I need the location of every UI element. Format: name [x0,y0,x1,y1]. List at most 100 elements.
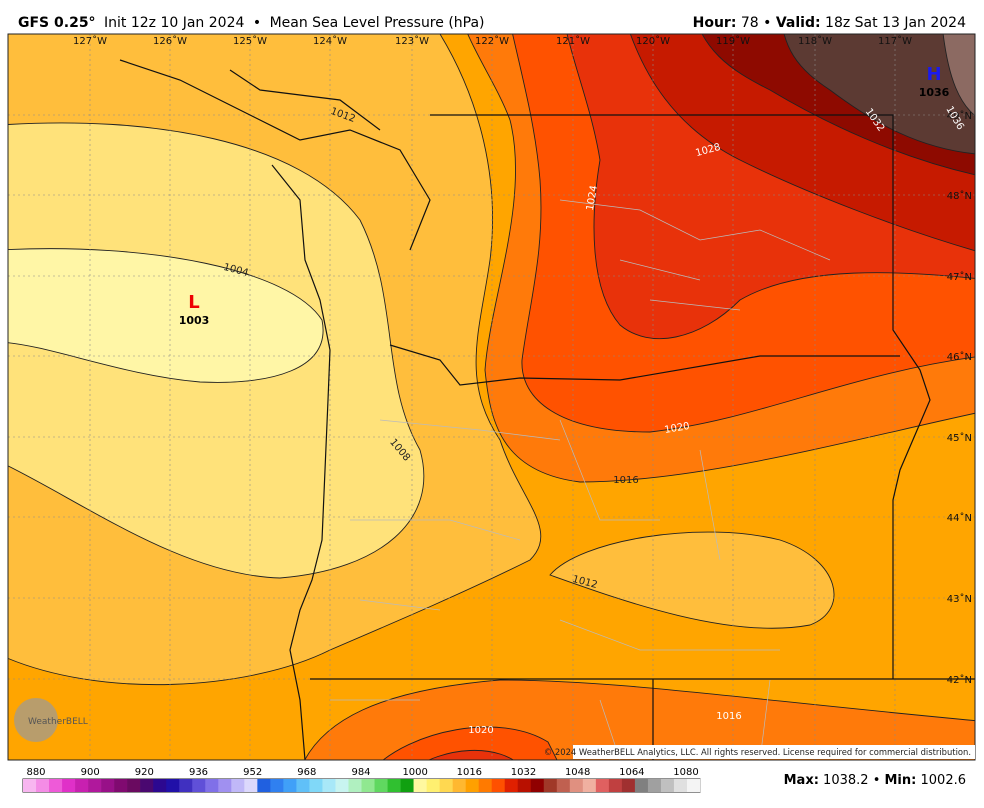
colorbar-swatch [49,779,63,792]
contour-label: 1016 [613,475,638,486]
colorbar-swatch [309,779,323,792]
separator: • [253,15,261,31]
colorbar-swatch [114,779,128,792]
oval-1012 [549,531,835,629]
colorbar-swatch [634,779,649,792]
model: GFS 0.25° [18,15,96,31]
colorbar-swatch [257,779,271,792]
colorbar-swatch [387,779,401,792]
lat-label: 44˚N [947,512,972,524]
colorbar-swatch [296,779,310,792]
colorbar-swatch [192,779,206,792]
contour-label: 1016 [716,711,741,722]
counties [330,199,831,760]
contour-label: 1020 [468,725,493,736]
colorbar-swatch [36,779,50,792]
colorbar-swatch [283,779,297,792]
colorbar-swatch [569,779,584,792]
copyright: © 2024 WeatherBELL Analytics, LLC. All r… [544,747,971,757]
band-1040 [942,34,975,117]
colorbar-swatch [153,779,167,792]
colorbar-swatch [582,779,597,792]
colorbar-swatch [270,779,284,792]
lon-label: 121˚W [556,35,590,47]
hour-label: Hour: [693,15,737,31]
colorbar-swatch [504,779,519,792]
lat-label: 46˚N [947,351,972,363]
logo: WeatherBELL [28,717,88,727]
colorbar-swatch [75,779,89,792]
colorbar-swatch [517,779,532,792]
low-symbol: L [188,292,199,313]
colorbar-swatch [179,779,193,792]
map-frame [7,33,976,761]
lon-label: 117˚W [878,35,912,47]
colorbar-swatch [322,779,336,792]
contour-label: 1024 [585,185,600,212]
lat-label: 45˚N [947,432,972,444]
colorbar-swatch [400,779,414,792]
lon-label: 127˚W [73,35,107,47]
lon-label: 118˚W [798,35,832,47]
colorbar-label: 1064 [619,767,644,778]
lon-label: 122˚W [475,35,509,47]
colorbar-swatch [101,779,115,792]
colorbar-label: 1080 [673,767,698,778]
colorbar-swatch [361,779,375,792]
colorbar-swatch [335,779,349,792]
lat-label: 49˚N [947,110,972,122]
colorbar-swatch [478,779,492,792]
band-1036 [783,34,975,155]
south-1020 [382,726,558,760]
lon-label: 119˚W [716,35,750,47]
colorbar-swatch [491,779,506,792]
header-left: GFS 0.25° Init 12z 10 Jan 2024 • Mean Se… [18,15,485,31]
high-symbol: H [926,64,941,85]
colorbar-swatch [127,779,141,792]
colorbar-label: 1000 [402,767,427,778]
lon-label: 125˚W [233,35,267,47]
colorbar-swatch [205,779,219,792]
colorbar-swatch [439,779,453,792]
colorbar-swatch [140,779,154,792]
separator: • [873,773,881,788]
colorbar-swatch [673,779,688,792]
low-value: 1003 [179,314,210,327]
field: Mean Sea Level Pressure (hPa) [270,15,485,31]
colorbar-label: 936 [189,767,208,778]
lon-label: 120˚W [636,35,670,47]
lat-label: 48˚N [947,190,972,202]
lon-label: 124˚W [313,35,347,47]
logo-mark [14,698,58,742]
header-right: Hour: 78 • Valid: 18z Sat 13 Jan 2024 [693,15,966,31]
colorbar-swatch [621,779,636,792]
copyright-box [573,745,975,759]
coastline [119,59,431,760]
colorbar-swatch [426,779,440,792]
init: Init 12z 10 Jan 2024 [104,15,244,31]
colorbar-swatch [218,779,232,792]
hour: 78 • [741,15,772,31]
map [8,34,975,760]
colorbar-label: 1048 [565,767,590,778]
lat-label: 43˚N [947,593,972,605]
contour-label: 1020 [664,421,691,436]
colorbar-swatch [231,779,245,792]
colorbar-swatch [348,779,362,792]
colorbar-label: 984 [351,767,370,778]
colorbar-swatch [23,779,37,792]
colorbar-swatch [465,779,479,792]
valid: 18z Sat 13 Jan 2024 [825,15,966,31]
colorbar-swatch [530,779,545,792]
colorbar-swatch [556,779,571,792]
colorbar-label: 900 [81,767,100,778]
footer-stats: Max: 1038.2 • Min: 1002.6 [784,773,966,788]
lat-label: 42˚N [947,674,972,686]
state-borders [310,114,975,760]
lon-label: 126˚W [153,35,187,47]
colorbar-label: 1032 [511,767,536,778]
colorbar-swatch [686,779,701,792]
colorbar-label: 1016 [457,767,482,778]
colorbar-swatch [452,779,466,792]
